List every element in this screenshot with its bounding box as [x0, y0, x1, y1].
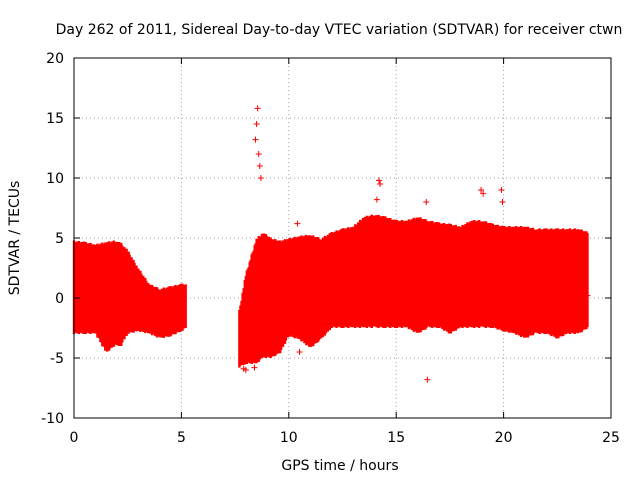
x-tick-label: 0 — [70, 430, 79, 446]
plot-area — [72, 105, 591, 383]
outlier-point — [376, 177, 383, 184]
outlier-point — [499, 199, 506, 205]
x-tick-label: 5 — [177, 430, 186, 446]
y-tick-label: -5 — [50, 351, 64, 367]
axis-ticks: 0 5 10 15 20 25 -10 -5 0 5 10 15 20 — [41, 51, 620, 446]
outlier-point — [478, 187, 485, 193]
outlier-point — [254, 105, 261, 112]
outlier-point — [584, 292, 591, 299]
y-tick-label: 0 — [55, 291, 64, 307]
outlier-point — [296, 349, 303, 355]
outlier-point — [256, 163, 263, 169]
outlier-point — [253, 121, 260, 127]
outlier-point — [257, 175, 264, 181]
outlier-point — [377, 181, 384, 187]
outlier-point — [498, 187, 505, 193]
outlier-point — [294, 220, 301, 227]
chart-title: Day 262 of 2011, Sidereal Day-to-day VTE… — [56, 22, 623, 38]
y-tick-label: 5 — [55, 231, 64, 247]
x-axis-label: GPS time / hours — [281, 458, 398, 474]
x-tick-label: 15 — [387, 430, 405, 446]
outlier-point — [255, 151, 262, 157]
outlier-point — [373, 196, 380, 203]
y-tick-label: 10 — [46, 171, 64, 187]
outlier-points — [240, 105, 591, 383]
x-tick-label: 25 — [602, 430, 620, 446]
y-tick-label: 20 — [46, 51, 64, 67]
y-tick-label: 15 — [46, 111, 64, 127]
outlier-point — [240, 365, 247, 372]
outlier-point — [423, 199, 430, 205]
x-tick-label: 20 — [495, 430, 513, 446]
data-series — [72, 214, 589, 368]
outlier-point — [251, 364, 258, 371]
y-tick-label: -10 — [41, 411, 64, 427]
x-tick-label: 10 — [280, 430, 298, 446]
outlier-point — [252, 136, 259, 143]
outlier-point — [480, 190, 487, 197]
outlier-point — [424, 376, 431, 383]
y-axis-label: SDTVAR / TECUs — [7, 181, 23, 296]
